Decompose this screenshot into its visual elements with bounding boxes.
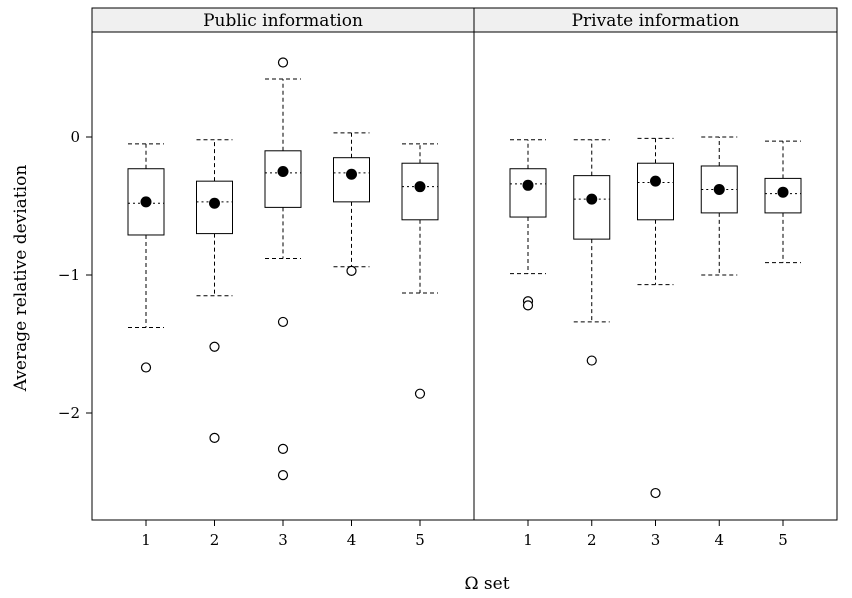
y-axis-label: Average relative deviation bbox=[11, 165, 31, 393]
panel-strips: Public information Private information bbox=[91, 7, 838, 33]
mean-point bbox=[522, 179, 534, 191]
y-tick-label: 0 bbox=[70, 128, 80, 146]
box-group bbox=[700, 136, 738, 276]
box-group bbox=[637, 137, 674, 499]
outlier-point bbox=[586, 355, 597, 366]
outlier-point bbox=[209, 341, 220, 352]
box-iqr bbox=[764, 177, 802, 214]
outlier-point bbox=[277, 443, 289, 454]
x-tick-label: 5 bbox=[778, 531, 788, 549]
box-iqr bbox=[333, 157, 370, 203]
x-tick-label: 1 bbox=[523, 531, 533, 549]
outlier-point bbox=[209, 432, 220, 443]
panel-strip bbox=[91, 7, 475, 33]
x-tick-label: 3 bbox=[278, 531, 288, 549]
mean-point bbox=[586, 193, 598, 205]
axes: 1 2 3 4 5 1 2 3 4 5 0 −1 −2 bbox=[58, 128, 788, 549]
box-group bbox=[764, 140, 802, 264]
box-group bbox=[196, 139, 233, 443]
box-group bbox=[573, 139, 611, 366]
x-tick-label: 1 bbox=[141, 531, 151, 549]
y-tick-label: −2 bbox=[58, 404, 80, 422]
box-iqr bbox=[637, 162, 674, 221]
mean-point bbox=[713, 183, 725, 195]
panel-title: Private information bbox=[572, 11, 740, 31]
mean-point bbox=[414, 181, 426, 193]
panel-title: Public information bbox=[203, 11, 363, 31]
outlier-point bbox=[277, 57, 289, 68]
mean-point bbox=[277, 166, 289, 177]
mean-point bbox=[777, 186, 789, 198]
x-tick-label: 4 bbox=[714, 531, 724, 549]
outlier-point bbox=[522, 300, 534, 311]
box-group bbox=[127, 143, 165, 373]
box-iqr bbox=[401, 162, 439, 221]
mean-point bbox=[209, 197, 220, 209]
mean-point bbox=[140, 196, 152, 208]
x-tick-label: 5 bbox=[415, 531, 425, 549]
box-iqr bbox=[509, 168, 547, 218]
x-tick-label: 3 bbox=[651, 531, 661, 549]
mean-point bbox=[650, 175, 661, 187]
outlier-point bbox=[277, 470, 289, 481]
y-tick-label: −1 bbox=[58, 266, 80, 284]
box-group bbox=[333, 132, 370, 276]
outlier-point bbox=[650, 487, 661, 499]
mean-point bbox=[346, 168, 357, 180]
box-group bbox=[509, 139, 547, 311]
box-iqr bbox=[573, 175, 611, 240]
outlier-point bbox=[414, 388, 426, 399]
box-group bbox=[401, 143, 439, 399]
outlier-point bbox=[277, 316, 289, 328]
box-iqr bbox=[264, 150, 302, 208]
outlier-point bbox=[346, 265, 357, 276]
x-tick-label: 2 bbox=[587, 531, 597, 549]
panel-strip bbox=[473, 7, 838, 33]
x-axis-label: Ω set bbox=[464, 574, 509, 594]
outlier-point bbox=[140, 362, 152, 373]
x-tick-label: 4 bbox=[347, 531, 357, 549]
panels bbox=[91, 31, 838, 521]
box-group bbox=[264, 57, 302, 481]
x-tick-label: 2 bbox=[210, 531, 220, 549]
